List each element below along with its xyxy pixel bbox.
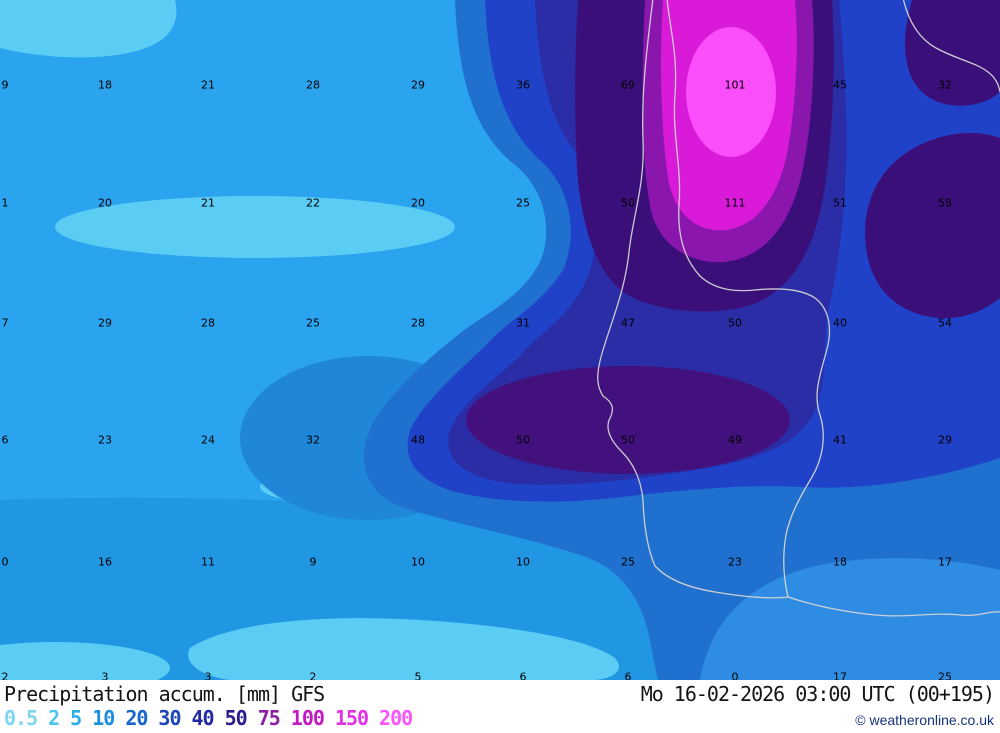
precipitation-map: 9 18 21 28 29 36 69 101 45 32 1 20 21 22 20 25 50 111 51 58… bbox=[0, 0, 1000, 680]
grid-value: 7 bbox=[1, 316, 9, 330]
legend-value: 50 bbox=[224, 706, 248, 730]
region-light-band bbox=[55, 196, 455, 258]
legend-value: 0.5 bbox=[4, 706, 38, 730]
grid-value: 58 bbox=[938, 196, 952, 210]
legend-value: 10 bbox=[92, 706, 115, 730]
grid-value: 22 bbox=[306, 196, 320, 210]
region-light-topleft bbox=[0, 0, 177, 58]
grid-value: 36 bbox=[516, 78, 530, 92]
region-band75-right bbox=[865, 133, 1000, 319]
grid-value: 29 bbox=[938, 433, 952, 447]
grid-value: 18 bbox=[98, 78, 112, 92]
grid-value: 2 bbox=[309, 670, 317, 681]
region-light-bottomleft bbox=[0, 642, 170, 680]
grid-value: 28 bbox=[306, 78, 320, 92]
grid-value: 50 bbox=[621, 433, 635, 447]
grid-value: 6 bbox=[624, 670, 632, 681]
grid-value: 3 bbox=[101, 670, 109, 681]
legend-value: 75 bbox=[257, 706, 281, 730]
legend-value: 5 bbox=[70, 706, 82, 730]
grid-value: 1 bbox=[1, 196, 9, 210]
map-svg bbox=[0, 0, 1000, 680]
grid-value: 9 bbox=[309, 555, 317, 569]
grid-value: 11 bbox=[201, 555, 215, 569]
grid-value: 54 bbox=[938, 316, 952, 330]
grid-value: 20 bbox=[98, 196, 112, 210]
grid-value: 32 bbox=[938, 78, 952, 92]
grid-value: 51 bbox=[833, 196, 847, 210]
grid-value: 18 bbox=[833, 555, 847, 569]
region-light-bottom-band bbox=[188, 618, 619, 680]
legend: 0.5 2 5 10 20 30 40 50 75 100 150 200 bbox=[4, 706, 423, 730]
grid-value: 3 bbox=[204, 670, 212, 681]
legend-value: 2 bbox=[48, 706, 60, 730]
grid-value: 50 bbox=[516, 433, 530, 447]
grid-value: 50 bbox=[728, 316, 742, 330]
grid-value: 25 bbox=[621, 555, 635, 569]
grid-value: 50 bbox=[621, 196, 635, 210]
legend-value: 200 bbox=[379, 706, 413, 730]
grid-value: 40 bbox=[833, 316, 847, 330]
grid-value: 17 bbox=[833, 670, 847, 681]
grid-value: 24 bbox=[201, 433, 215, 447]
grid-value: 16 bbox=[98, 555, 112, 569]
region-band75-corner bbox=[905, 0, 1000, 106]
grid-value: 41 bbox=[833, 433, 847, 447]
grid-value: 25 bbox=[306, 316, 320, 330]
grid-value: 69 bbox=[621, 78, 635, 92]
legend-value: 150 bbox=[334, 706, 369, 730]
grid-value: 6 bbox=[1, 433, 9, 447]
grid-value: 49 bbox=[728, 433, 742, 447]
value-overlay: 9 18 21 28 29 36 69 101 45 32 1 20 21 22 20 25 50 111 51 58… bbox=[1, 78, 953, 681]
grid-value: 28 bbox=[411, 316, 425, 330]
grid-value: 10 bbox=[411, 555, 425, 569]
grid-value: 29 bbox=[411, 78, 425, 92]
grid-value: 28 bbox=[201, 316, 215, 330]
copyright[interactable]: © weatheronline.co.uk bbox=[855, 712, 994, 728]
spain-south-coast-line bbox=[787, 596, 1000, 617]
portugal-west-coast-line bbox=[597, 0, 789, 599]
grid-value: 0 bbox=[731, 670, 739, 681]
grid-value: 6 bbox=[519, 670, 527, 681]
grid-value: 20 bbox=[411, 196, 425, 210]
grid-value: 21 bbox=[201, 196, 215, 210]
region-bottomright-light bbox=[700, 558, 1000, 680]
grid-value: 45 bbox=[833, 78, 847, 92]
spain-north-border-line bbox=[902, 0, 1000, 93]
grid-value: 25 bbox=[938, 670, 952, 681]
grid-value: 23 bbox=[728, 555, 742, 569]
legend-value: 20 bbox=[125, 706, 148, 730]
legend-value: 30 bbox=[158, 706, 181, 730]
grid-value: 48 bbox=[411, 433, 425, 447]
grid-value: 0 bbox=[1, 555, 9, 569]
grid-value: 2 bbox=[1, 670, 9, 681]
footer-legend-row: 0.5 2 5 10 20 30 40 50 75 100 150 200 © weatheronli… bbox=[4, 706, 994, 730]
portugal-spain-border-line bbox=[666, 0, 831, 598]
footer-title-row: Precipitation accum. [mm] GFS Mo 16-02-2… bbox=[4, 682, 995, 706]
region-band75-wedge bbox=[466, 366, 790, 474]
grid-value: 111 bbox=[724, 196, 746, 210]
legend-value: 100 bbox=[290, 706, 325, 730]
grid-value: 25 bbox=[516, 196, 530, 210]
grid-value: 29 bbox=[98, 316, 112, 330]
grid-value: 32 bbox=[306, 433, 320, 447]
grid-value: 5 bbox=[414, 670, 422, 681]
map-title: Precipitation accum. [mm] GFS bbox=[4, 682, 325, 706]
map-datetime: Mo 16-02-2026 03:00 UTC (00+195) bbox=[640, 682, 995, 706]
grid-value: 101 bbox=[724, 78, 746, 92]
grid-value: 10 bbox=[516, 555, 530, 569]
grid-value: 23 bbox=[98, 433, 112, 447]
grid-value: 47 bbox=[621, 316, 635, 330]
footer-bar: Precipitation accum. [mm] GFS Mo 16-02-2… bbox=[0, 680, 1000, 733]
legend-value: 40 bbox=[191, 706, 215, 730]
grid-value: 17 bbox=[938, 555, 952, 569]
region-band200-core bbox=[686, 27, 776, 157]
grid-value: 31 bbox=[516, 316, 530, 330]
grid-value: 9 bbox=[1, 78, 9, 92]
grid-value: 21 bbox=[201, 78, 215, 92]
